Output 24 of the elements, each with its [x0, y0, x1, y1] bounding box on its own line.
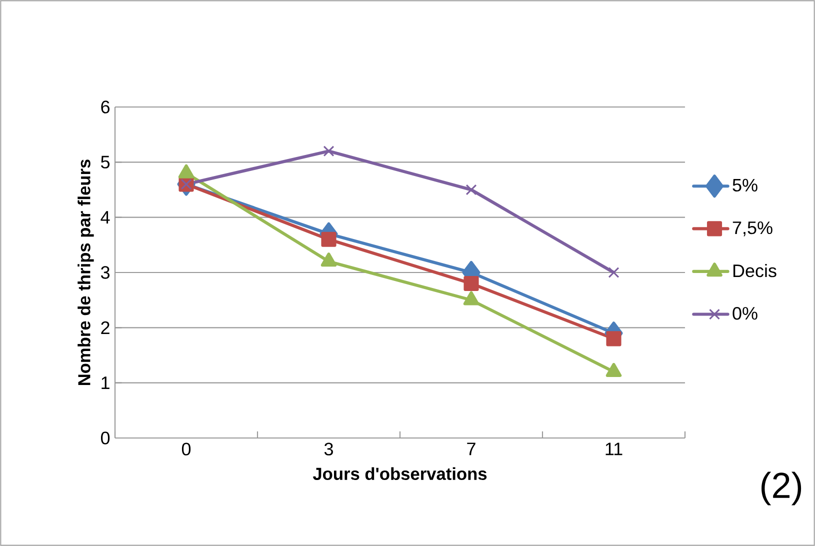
x-axis-title: Jours d'observations	[312, 467, 487, 480]
y-tick-label: 3	[100, 266, 110, 279]
x-tick-label: 0	[182, 442, 191, 456]
text: (2)	[762, 472, 802, 506]
point	[606, 331, 622, 346]
legend-label: 0%	[732, 306, 758, 320]
x-tick-label: 7	[467, 442, 476, 456]
y-tick-label: 0	[100, 432, 110, 444]
y-tick-label: 4	[100, 211, 110, 224]
x-tick-label: 11	[606, 442, 622, 456]
y-tick-label: 5	[100, 156, 110, 168]
point	[323, 146, 334, 157]
legend-label: 7,5%	[732, 221, 772, 236]
y-tick-label: 6	[101, 100, 110, 114]
y-axis-title: Nombre de thrips par fleurs	[78, 160, 94, 385]
point	[466, 184, 477, 196]
x-tick-label: 3	[324, 442, 333, 456]
point	[464, 276, 479, 292]
point	[321, 232, 336, 247]
legend-label: Decis	[733, 264, 776, 278]
point	[608, 266, 620, 278]
y-tick-label: 1	[102, 376, 110, 390]
legend-label: 5%	[732, 178, 758, 192]
y-tick-label: 2	[101, 321, 110, 334]
